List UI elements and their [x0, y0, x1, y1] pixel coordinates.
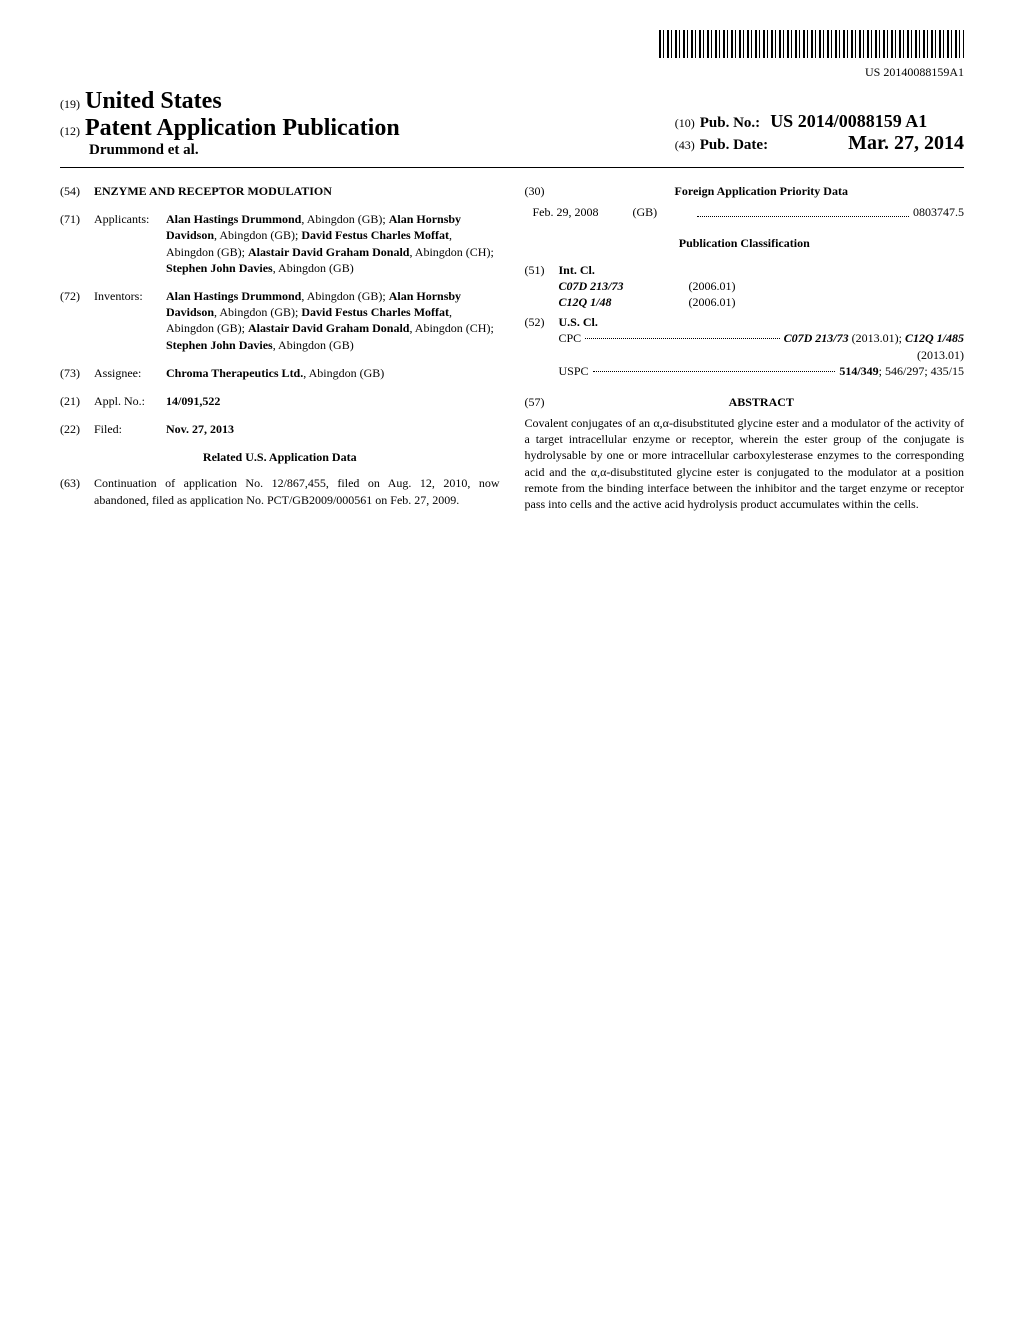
foreign-heading: Foreign Application Priority Data [559, 183, 965, 199]
appl-label: Appl. No.: [94, 393, 166, 409]
inventors-list: Alan Hastings Drummond, Abingdon (GB); A… [166, 288, 500, 353]
barcode-section: US 20140088159A1 [60, 30, 964, 80]
pub-no-label: Pub. No.: [700, 115, 760, 132]
intcl2-year: (2006.01) [689, 294, 736, 310]
header: (19) United States (12) Patent Applicati… [60, 88, 964, 159]
intcl2-code: C12Q 1/48 [559, 294, 689, 310]
filed-date: Nov. 27, 2013 [166, 421, 500, 437]
abstract-text: Covalent conjugates of an α,α-disubstitu… [525, 415, 965, 512]
abstract-code: (57) [525, 394, 559, 410]
right-column: (30) Foreign Application Priority Data F… [525, 183, 965, 520]
assignee-value: Chroma Therapeutics Ltd., Abingdon (GB) [166, 365, 500, 381]
left-column: (54) ENZYME AND RECEPTOR MODULATION (71)… [60, 183, 500, 520]
dots-fill [697, 201, 910, 217]
pub-date-label: Pub. Date: [700, 137, 768, 154]
related-text: Continuation of application No. 12/867,4… [94, 475, 500, 507]
uspc-value: 514/349; 546/297; 435/15 [839, 363, 964, 379]
invention-title: ENZYME AND RECEPTOR MODULATION [94, 183, 500, 199]
intcl-code: (51) [525, 262, 559, 278]
appl-code: (21) [60, 393, 94, 409]
cpc-label: CPC [559, 330, 582, 346]
filed-code: (22) [60, 421, 94, 437]
priority-number: 0803747.5 [913, 204, 964, 220]
barcode-image [659, 30, 964, 58]
publication-type: Patent Application Publication [85, 115, 400, 142]
barcode-text: US 20140088159A1 [60, 65, 964, 80]
intcl1-code: C07D 213/73 [559, 278, 689, 294]
priority-country: (GB) [633, 204, 693, 220]
related-heading: Related U.S. Application Data [60, 449, 500, 465]
priority-row: Feb. 29, 2008 (GB) 0803747.5 [533, 204, 965, 220]
code-43: (43) [675, 138, 695, 153]
cpc-year2: (2013.01) [525, 347, 965, 363]
assignee-code: (73) [60, 365, 94, 381]
foreign-code: (30) [525, 183, 559, 199]
related-code: (63) [60, 475, 94, 507]
title-code: (54) [60, 183, 94, 199]
assignee-label: Assignee: [94, 365, 166, 381]
cpc-value: C07D 213/73 (2013.01); C12Q 1/485 [784, 330, 964, 346]
priority-date: Feb. 29, 2008 [533, 204, 633, 220]
applicants-list: Alan Hastings Drummond, Abingdon (GB); A… [166, 211, 500, 276]
applicants-label: Applicants: [94, 211, 166, 276]
right-header: (10) Pub. No.: US 2014/0088159 A1 (43) P… [675, 111, 964, 155]
code-19: (19) [60, 97, 80, 112]
abstract-label: ABSTRACT [559, 394, 965, 410]
pub-date-value: Mar. 27, 2014 [848, 132, 964, 155]
applicants-code: (71) [60, 211, 94, 276]
appl-no: 14/091,522 [166, 393, 500, 409]
horizontal-rule [60, 167, 964, 168]
uspc-label: USPC [559, 363, 589, 379]
classification-heading: Publication Classification [525, 235, 965, 251]
filed-label: Filed: [94, 421, 166, 437]
pub-no-value: US 2014/0088159 A1 [770, 111, 927, 132]
country-name: United States [85, 88, 222, 115]
uscl-code: (52) [525, 314, 559, 330]
inventors-code: (72) [60, 288, 94, 353]
inventors-label: Inventors: [94, 288, 166, 353]
intcl1-year: (2006.01) [689, 278, 736, 294]
dots-fill [585, 338, 779, 339]
intcl-label: Int. Cl. [559, 262, 965, 278]
uscl-label: U.S. Cl. [559, 314, 965, 330]
code-12: (12) [60, 124, 80, 139]
code-10: (10) [675, 116, 695, 131]
dots-fill [593, 371, 836, 372]
content-columns: (54) ENZYME AND RECEPTOR MODULATION (71)… [60, 183, 964, 520]
